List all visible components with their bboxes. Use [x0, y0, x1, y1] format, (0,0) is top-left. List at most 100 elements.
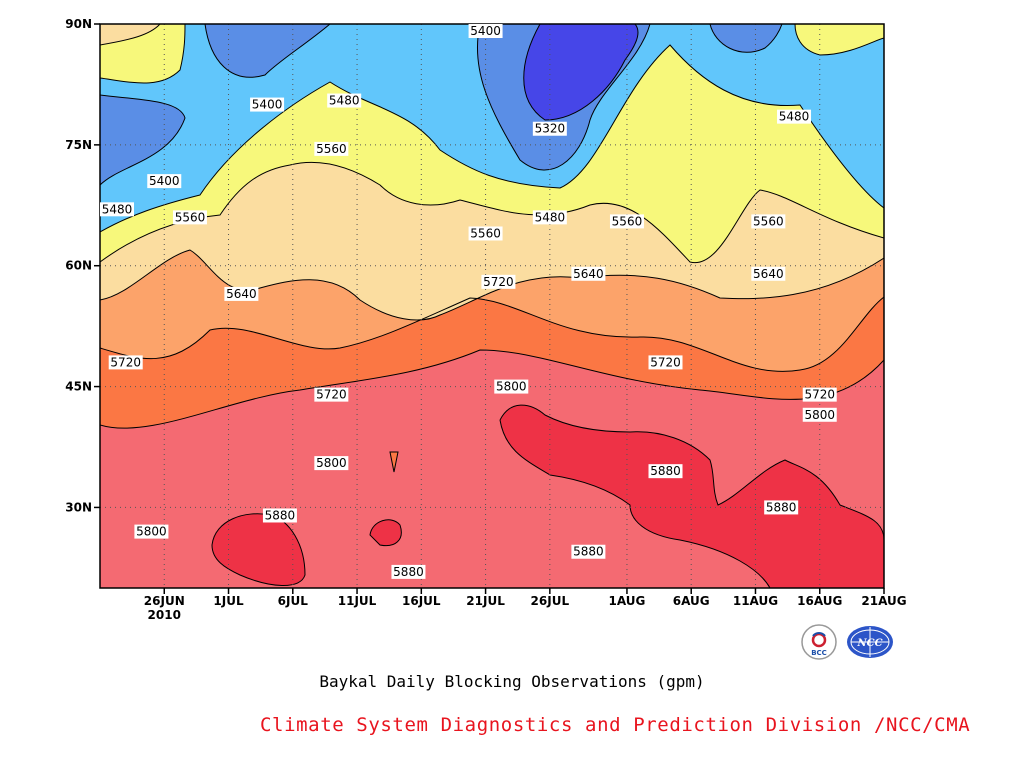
credit-line: Climate System Diagnostics and Predictio… [260, 714, 971, 736]
contour-label-box [262, 508, 297, 523]
contour-label: 5880 [265, 508, 296, 522]
x-axis: 26JUN 1JUL 6JUL 11JUL 16JUL 21JUL 26JUL 1AUG 6AU… [144, 588, 907, 622]
contour-label: 5560 [753, 214, 784, 228]
contour-label-box [609, 214, 644, 229]
contour-label-box [224, 286, 259, 301]
fill-5480-5560-nw [100, 24, 185, 83]
contour-label-box [532, 210, 567, 225]
contour-label-box [751, 214, 786, 229]
contour-label-box [532, 121, 567, 136]
contour-label: 5560 [175, 210, 206, 224]
fill-5400-5480-ne [710, 24, 782, 53]
contour-label: 5560 [612, 214, 643, 228]
contour-label-box [134, 524, 169, 539]
x-tick-label: 21JUL [466, 594, 505, 608]
svg-text:NCC: NCC [856, 638, 882, 649]
fill-5320 [523, 24, 638, 120]
contour-label: 5800 [496, 380, 527, 394]
contour-label: 5640 [753, 267, 784, 281]
contour-label: 5400 [149, 174, 180, 188]
contour-label-box [648, 355, 683, 370]
contour-label: 5720 [650, 355, 681, 369]
contour-label: 5800 [136, 525, 167, 539]
contour-5560-nw [100, 24, 161, 46]
contour-label: 5560 [470, 226, 501, 240]
contour-5400-center [476, 24, 651, 171]
svg-text:BCC: BCC [811, 649, 827, 657]
fill-5800-5880-small [390, 452, 398, 472]
contour-label-box [468, 226, 503, 241]
contour-label-box [314, 387, 349, 402]
contour-label-box [648, 464, 683, 479]
contour-label: 5720 [804, 388, 835, 402]
contour-5560 [100, 161, 884, 264]
y-tick-label: 60N [65, 259, 92, 273]
contour-label: 5640 [226, 287, 257, 301]
contour-label-box [108, 355, 143, 370]
y-tick-label: 75N [65, 138, 92, 152]
fill-5880-south-1 [212, 513, 305, 586]
contour-5400-north [204, 24, 331, 78]
y-axis: 90N 75N 60N 45N 30N [65, 17, 100, 514]
x-tick-label: 21AUG [861, 594, 906, 608]
x-tick-label: 11AUG [733, 594, 778, 608]
x-tick-label: 11JUL [338, 594, 377, 608]
contour-fills [100, 24, 884, 588]
contour-label: 5800 [316, 456, 347, 470]
gridlines [100, 24, 884, 588]
contour-label: 5720 [483, 275, 514, 289]
fill-5480-5560-ne [795, 24, 884, 55]
contour-label-box [571, 544, 606, 559]
x-tick-label: 6JUL [278, 594, 309, 608]
fill-5400-5480-nw-corner [100, 24, 160, 45]
contour-label-box [314, 456, 349, 471]
contour-label-box [100, 202, 134, 217]
contour-label-box [391, 564, 426, 579]
logos: BCC NCC [801, 624, 893, 660]
bcc-logo: BCC [801, 624, 837, 660]
y-tick-label: 30N [65, 500, 92, 514]
contour-label: 5480 [102, 202, 133, 216]
contour-label-box [802, 387, 837, 402]
contour-label: 5560 [316, 142, 347, 156]
contour-label: 5880 [393, 565, 424, 579]
x-tick-label: 1JUL [213, 594, 244, 608]
contour-5880-east [499, 404, 884, 588]
contour-label: 5400 [470, 24, 501, 38]
x-tick-label: 26JUL [531, 594, 570, 608]
x-tick-label: 16JUL [402, 594, 441, 608]
fill-5880-south-2 [370, 519, 402, 546]
contour-5480 [100, 44, 884, 233]
contour-label: 5480 [535, 210, 566, 224]
x-tick-label: 1AUG [609, 594, 646, 608]
contour-label-box [250, 97, 285, 112]
contour-5320 [523, 24, 639, 121]
contour-label-box [468, 24, 503, 38]
contour-label: 5480 [779, 110, 810, 124]
contour-label-box [147, 174, 182, 189]
contour-5640 [100, 249, 884, 321]
contour-labels: 5400 5400 5400 5480 5480 5480 5480 5320 5560 5560… [100, 24, 837, 579]
x-tick-label: 16AUG [797, 594, 842, 608]
contour-label: 5880 [650, 464, 681, 478]
fill-5400-5480-north [205, 24, 330, 78]
contour-label-box [802, 407, 837, 422]
x-tick-label: 6AUG [673, 594, 710, 608]
y-tick-label: 45N [65, 380, 92, 394]
contour-label-box [481, 274, 516, 289]
contour-label: 5880 [766, 500, 797, 514]
contour-label: 5400 [252, 98, 283, 112]
contour-label-box [777, 109, 812, 124]
contour-label: 5800 [804, 408, 835, 422]
contour-label-box [764, 500, 799, 515]
contour-label: 5720 [316, 388, 347, 402]
y-tick-label: 90N [65, 17, 92, 31]
x-tick-label: 26JUN [144, 594, 185, 608]
contour-5800 [100, 349, 884, 429]
contour-5800-small [389, 451, 399, 473]
contour-label-box [494, 379, 529, 394]
contour-5400-ne [709, 24, 783, 53]
contour-label: 5480 [329, 94, 360, 108]
contour-label: 5720 [110, 355, 141, 369]
